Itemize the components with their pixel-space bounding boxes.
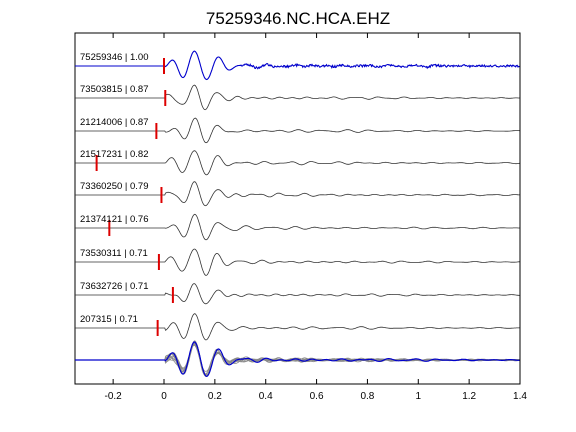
trace-207315 [75,313,520,341]
stack-trace-75259346 [75,341,520,378]
trace-label-75259346: 75259346 | 1.00 [80,52,149,63]
stacked-waveforms [75,340,520,378]
x-tick-label: 0.8 [360,391,374,402]
trace-21214006 [75,117,520,144]
trace-label-21214006: 21214006 | 0.87 [80,117,149,128]
x-tick-label: 0.6 [310,391,324,402]
x-tick-label: 1.4 [513,391,527,402]
x-tick-label: -0.2 [105,391,123,402]
trace-labels: 75259346 | 1.00 73503815 | 0.87 21214006 |… [80,52,149,325]
x-tick-label: 1 [416,391,422,402]
trace-label-73632726: 73632726 | 0.71 [80,281,149,292]
trace-73503815 [75,84,520,111]
x-tick-label: 1.2 [462,391,476,402]
x-tick-label: 0.4 [259,391,273,402]
trace-label-73360250: 73360250 | 0.79 [80,181,149,192]
trace-73360250 [75,181,520,207]
plot-axes-box [74,32,521,385]
x-tick-label: 0.2 [208,391,222,402]
trace-label-73503815: 73503815 | 0.87 [80,84,149,95]
trace-73632726 [75,283,520,305]
chart-title: 75259346.NC.HCA.EHZ [206,9,390,28]
trace-73530311 [75,248,520,276]
trace-21374121 [75,213,520,241]
x-tick-label: 0 [161,391,167,402]
trace-label-73530311: 73530311 | 0.71 [80,248,148,259]
trace-group [75,50,520,341]
trace-label-207315: 207315 | 0.71 [80,314,138,325]
trace-label-21374121: 21374121 | 0.76 [80,214,149,225]
trace-75259346 [75,50,520,81]
trace-21517231 [75,150,520,176]
pick-markers [95,58,174,336]
trace-label-21517231: 21517231 | 0.82 [80,149,149,160]
x-axis: -0.2 0 0.2 0.4 0.6 0.8 1 1.2 1.4 [105,33,527,402]
